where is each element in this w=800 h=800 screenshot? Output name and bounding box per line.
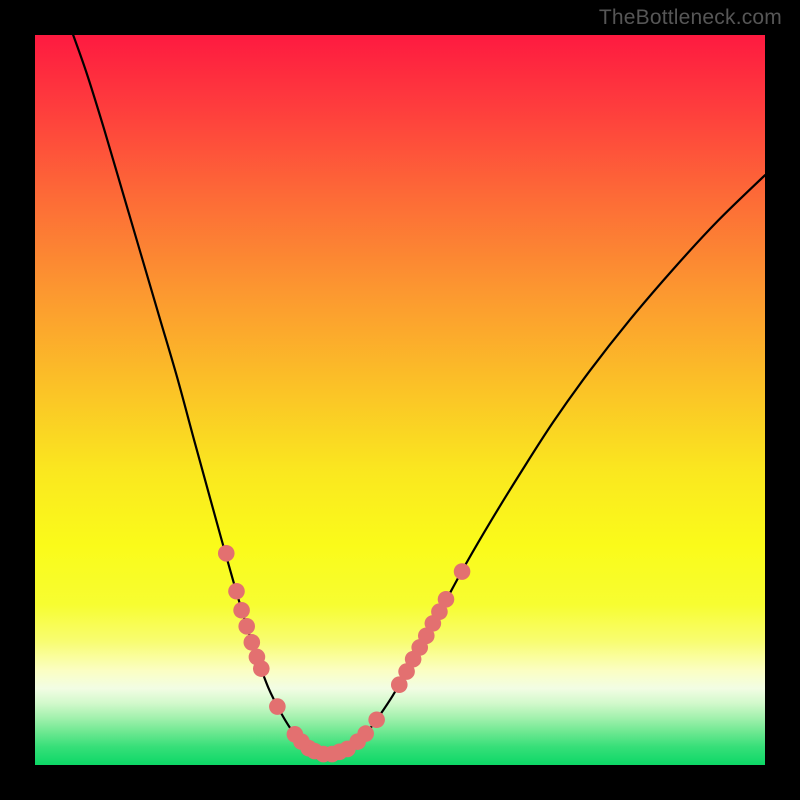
watermark-text: TheBottleneck.com (599, 6, 782, 30)
data-marker (368, 711, 385, 728)
chart-svg (35, 35, 765, 765)
plot-area (35, 35, 765, 765)
data-marker (238, 618, 255, 635)
data-marker (269, 698, 286, 715)
data-marker (228, 583, 245, 600)
data-marker (454, 563, 471, 580)
data-marker (357, 725, 374, 742)
data-markers (218, 545, 470, 762)
data-marker (438, 591, 455, 608)
data-marker (244, 634, 261, 651)
data-marker (253, 660, 270, 677)
data-marker (218, 545, 235, 562)
data-marker (233, 602, 250, 619)
